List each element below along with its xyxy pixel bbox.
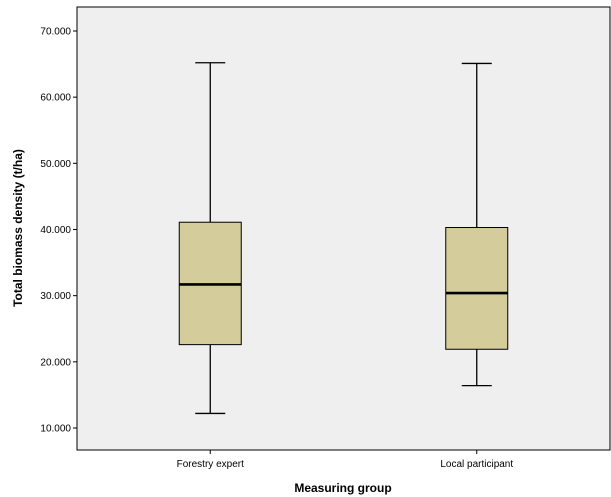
- iqr-box: [445, 227, 509, 350]
- x-tick-label: Local participant: [440, 459, 513, 470]
- y-tick-label: 30.000: [40, 291, 71, 302]
- box-2: [445, 62, 509, 387]
- x-tick-label: Forestry expert: [177, 459, 244, 470]
- y-axis-title: Total biomass density (t/ha): [11, 149, 25, 307]
- y-tick-label: 50.000: [40, 159, 71, 170]
- plot-area: [76, 6, 611, 451]
- x-axis-title: Measuring group: [294, 481, 391, 495]
- y-tick-label: 10.000: [40, 424, 71, 435]
- y-tick-label: 40.000: [40, 225, 71, 236]
- y-tick-label: 60.000: [40, 93, 71, 104]
- boxes-group: [178, 62, 509, 415]
- y-axis: 10.000 20.000 30.000 40.000 50.000 60.000 70.0…: [40, 27, 77, 435]
- y-tick-label: 20.000: [40, 357, 71, 368]
- x-axis: Forestry expert Local participant: [177, 450, 513, 470]
- y-tick-label: 70.000: [40, 27, 71, 38]
- box-1: [178, 62, 242, 415]
